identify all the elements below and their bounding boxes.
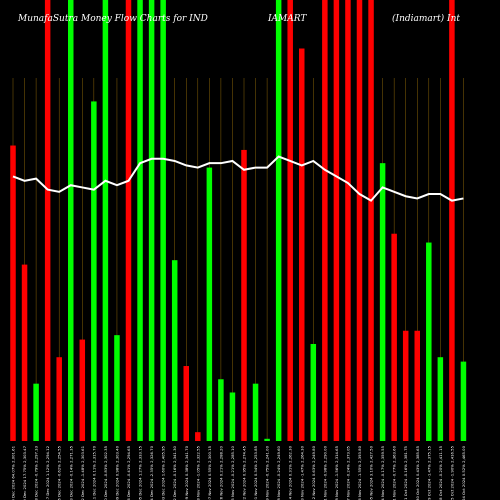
bar [79,339,86,441]
bar [426,242,432,441]
x-tick-label: Thu 05 Dec 2024 1.27% 2,333.15 [138,445,143,500]
bar [287,0,293,441]
x-tick-label: Fri 01 Nov 2024 -0.77% 2,363.60 [392,445,397,500]
x-tick-label: Tue 26 Nov 2024 0.21% 2,288.20 [218,445,223,500]
chart-title-company: (Indiamart) Int [392,14,461,24]
bar [91,101,97,442]
bar [114,335,120,441]
x-tick-label: Wed 06 Nov 2024 -1.55% 2,393.80 [357,445,362,500]
bar [275,0,282,441]
bar [368,0,374,441]
bar [345,0,351,441]
x-tick-label: Tue 19 Nov 2024 -0.75% 2,241.00 [265,445,270,500]
x-tick-label: Fri 20 Dec 2024 64.07% 2,001.61 [11,445,16,500]
x-tick-label: Fri 29 Nov 2024 0.38% 2,341.70 [184,445,189,500]
bar [460,361,467,441]
x-tick-label: Mon 18 Nov 2024 -0.24% 2,249.60 [276,445,281,500]
bar [379,163,386,442]
bar [56,357,62,441]
bar [171,260,178,441]
bar [333,0,340,441]
x-tick-label: Mon 09 Dec 2024 0.98% 2,303.40 [114,445,119,500]
x-tick-label: Wed 04 Dec 2024 -2.35% 2,326.70 [149,445,154,500]
x-tick-label: Tue 05 Nov 2024 3.10% 2,427.50 [369,445,374,500]
x-tick-label: Mon 02 Dec 2024 -0.16% 2,341.30 [172,445,177,500]
x-tick-label: Wed 27 Nov 2024 0.55% 2,300.15 [207,445,212,500]
x-tick-label: Wed 30 Oct 2024 0.43% 2,385.65 [415,445,420,500]
bar [68,0,74,441]
bar [125,0,132,441]
bar [137,0,143,441]
bar [414,330,420,441]
money-flow-line [12,155,464,202]
x-tick-label: Thu 21 Nov 2024 0.34% 2,253.85 [253,445,258,500]
x-tick-label: Wed 11 Dec 2024 0.11% 2,315.70 [91,445,96,500]
chart-title-left: MunafaSutra Money Flow Charts for IND [18,14,208,24]
bar [391,233,397,441]
x-tick-label: Wed 18 Dec 2024 -0.79% 2,297.33 [34,445,39,500]
bar [241,149,247,441]
bar [148,0,155,441]
x-tick-label: Wed 13 Nov 2024 -1.47% 2,264.30 [299,445,304,500]
bar [299,48,305,441]
bar [206,167,213,441]
bar [437,357,444,441]
x-tick-label: Thu 07 Nov 2024 -0.24% 2,373.05 [345,445,350,500]
bars [10,0,467,442]
bar [356,0,363,441]
x-tick-label: Tue 29 Oct 2024 -1.47% 2,375.15 [426,445,431,500]
x-tick-label: Fri 08 Nov 2024 -1.56% 2,314.65 [334,445,339,500]
bar [252,383,259,441]
bar [264,438,270,441]
x-tick-label: Fri 06 Dec 2024 -0.41% 2,294.65 [126,445,131,500]
x-tick-label: Fri 25 Oct 2024 -1.90% 2,416.55 [449,445,454,500]
bar [44,0,51,441]
x-tick-label: Thu 28 Nov 2024 -1.05% 2,322.55 [195,445,200,500]
x-tick-label: Thu 14 Nov 2024 0.31% 2,262.30 [288,445,293,500]
x-tick-label: Thu 24 Oct 2024 0.52% 2,465.00 [461,445,466,500]
x-tick-label: Thu 19 Dec 2024 17.75% 2,303.47 [22,445,27,500]
bar [310,343,317,441]
x-tick-label: Mon 11 Nov 2024 -0.98% 2,290.00 [322,445,327,500]
x-tick-label: Fri 22 Nov 2024 0.95% 2,274.45 [242,445,247,500]
bar [160,0,166,441]
x-tick-label: Mon 16 Dec 2024 -0.62% 2,254.55 [57,445,62,500]
x-tick-label: Mon 28 Oct 2024 -0.20% 2,411.15 [438,445,443,500]
bar [218,379,224,441]
bar [402,330,409,441]
bar [322,0,328,441]
bar [449,0,455,441]
x-tick-label: Tue 12 Nov 2024 0.63% 2,249.80 [311,445,316,500]
chart-title-symbol: IAMART [268,14,307,24]
x-tick-label: Mon 25 Nov 2024 -0.21% 2,285.10 [230,445,235,500]
bar [10,145,16,441]
bar [229,392,236,441]
bar [33,383,39,441]
bar [183,366,189,441]
bar [195,432,201,441]
x-tick-label: Thu 31 Oct 2024 -0.16% 2,381.75 [403,445,408,500]
bar [21,264,28,441]
bar [102,0,109,441]
x-tick-label: Tue 17 Dec 2024 1.12% 2,294.12 [45,445,50,500]
x-tick-label: Mon 04 Nov 2024 -0.17% 2,359.55 [380,445,385,500]
money-flow-line-path [12,155,464,202]
x-tick-label: Tue 10 Dec 2024 -0.83% 2,302.35 [103,445,108,500]
x-tick-label: Fri 13 Dec 2024 -0.14% 2,271.35 [68,445,73,500]
x-tick-labels: Fri 20 Dec 2024 64.07% 2,001.61 Thu 19 De… [11,445,466,500]
x-tick-label: Thu 12 Dec 2024 -1.48% 2,303.61 [80,445,85,500]
x-tick-label: Tue 03 Dec 2024 1.60% 2,405.95 [161,445,166,500]
